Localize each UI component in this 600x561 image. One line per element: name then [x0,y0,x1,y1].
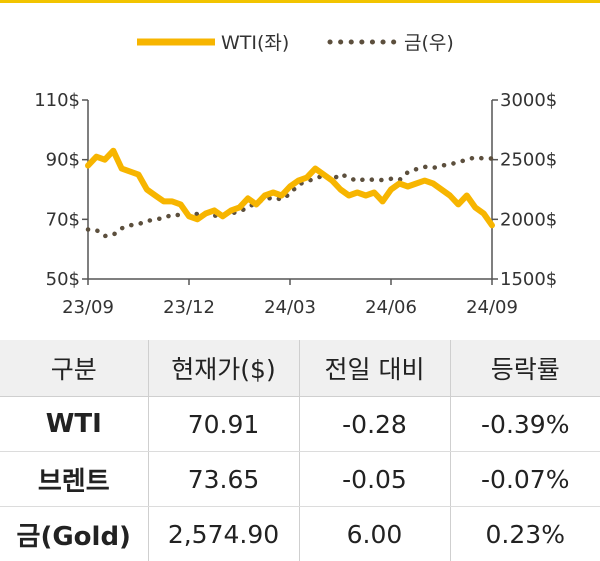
top-accent-bar [0,0,600,3]
y-right-tick-label: 2000$ [500,209,557,230]
tick-labels: 110$ 3000$ 90$ 2500$ 70$ 2000$ 50$ 1500$ 23/09 23… [34,90,557,318]
price-table: 구분 현재가($) 전일 대비 등락률 WTI 70.91 -0.28 -0.3… [0,340,600,561]
y-left-tick-label: 70$ [46,209,80,230]
header-category: 구분 [0,340,148,397]
header-price: 현재가($) [147,340,299,397]
table-row-brent: 브렌트 73.65 -0.05 -0.07% [0,451,600,507]
legend-gold-label: 금(우) [404,32,454,54]
y-right-tick-label: 3000$ [500,90,557,111]
row-price: 2,574.90 [147,506,299,561]
row-change: -0.28 [298,396,450,452]
x-tick-label: 23/12 [163,297,215,318]
y-right-tick-label: 1500$ [500,269,557,290]
y-left-tick-label: 90$ [46,150,80,171]
y-right-tick-label: 2500$ [500,150,557,171]
row-price: 70.91 [147,396,299,452]
row-rate: -0.39% [449,396,600,452]
header-rate: 등락률 [449,340,600,397]
header-change: 전일 대비 [298,340,450,397]
row-price: 73.65 [147,451,299,507]
row-rate: -0.07% [449,451,600,507]
series-layer [85,147,495,239]
x-tick-label: 24/03 [264,297,316,318]
row-change: -0.05 [298,451,450,507]
axes [82,99,498,285]
x-tick-label: 24/09 [466,297,518,318]
table-row-gold: 금(Gold) 2,574.90 6.00 0.23% [0,506,600,561]
table-header-row: 구분 현재가($) 전일 대비 등락률 [0,340,600,397]
oil-gold-line-chart: WTI(좌) 금(우) 110$ 3000$ 90$ 2500$ 70$ 2000$ 50$… [34,32,557,318]
x-tick-label: 23/09 [62,297,114,318]
row-name: 금(Gold) [16,521,131,552]
row-name: WTI [0,396,148,452]
x-tick-label: 24/06 [365,297,417,318]
row-name: 브렌트 [0,451,148,507]
legend-wti-label: WTI(좌) [221,32,289,54]
y-left-tick-label: 110$ [34,90,80,111]
row-change: 6.00 [298,506,450,561]
y-left-tick-label: 50$ [46,269,80,290]
row-rate: 0.23% [449,506,600,561]
table-row-wti: WTI 70.91 -0.28 -0.39% [0,396,600,452]
legend: WTI(좌) 금(우) [137,32,454,54]
wti-series-line [85,147,495,229]
gold-series-line [85,155,495,239]
